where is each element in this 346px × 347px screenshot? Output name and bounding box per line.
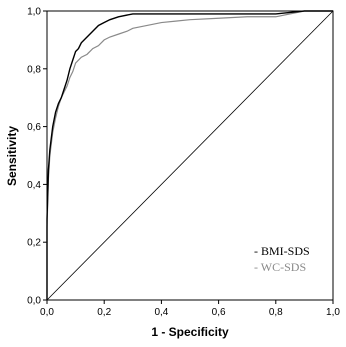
y-tick-label: 0,8 xyxy=(27,64,41,75)
x-tick-label: 0,4 xyxy=(154,307,168,318)
plot-frame xyxy=(46,10,334,301)
x-axis-title: 1 - Specificity xyxy=(151,325,229,339)
y-tick-label: 0,2 xyxy=(27,238,41,249)
y-tick-label: 0,6 xyxy=(27,122,41,133)
x-tick-label: 1,0 xyxy=(326,307,340,318)
y-axis-title: Sensitivity xyxy=(5,126,19,186)
series-layer xyxy=(46,10,333,300)
x-axis-ticks: 0,0 0,2 0,4 0,6 0,8 1,0 xyxy=(40,300,340,318)
y-axis-ticks: 0,0 0,2 0,4 0,6 0,8 1,0 xyxy=(27,7,47,307)
x-tick-label: 0,0 xyxy=(40,307,54,318)
y-tick-label: 0,0 xyxy=(27,296,41,307)
y-tick-label: 1,0 xyxy=(27,7,41,18)
legend-entry: - BMI-SDS xyxy=(254,244,310,258)
legend-entry: - WC-SDS xyxy=(254,260,306,274)
series-line-bmisds xyxy=(46,10,333,300)
reference-diagonal xyxy=(46,10,334,301)
x-tick-label: 0,8 xyxy=(269,307,283,318)
y-tick-label: 0,4 xyxy=(27,180,41,191)
series-line-wcsds xyxy=(46,10,333,300)
legend: - BMI-SDS - WC-SDS xyxy=(254,244,310,274)
x-tick-label: 0,6 xyxy=(212,307,226,318)
x-tick-label: 0,2 xyxy=(97,307,111,318)
